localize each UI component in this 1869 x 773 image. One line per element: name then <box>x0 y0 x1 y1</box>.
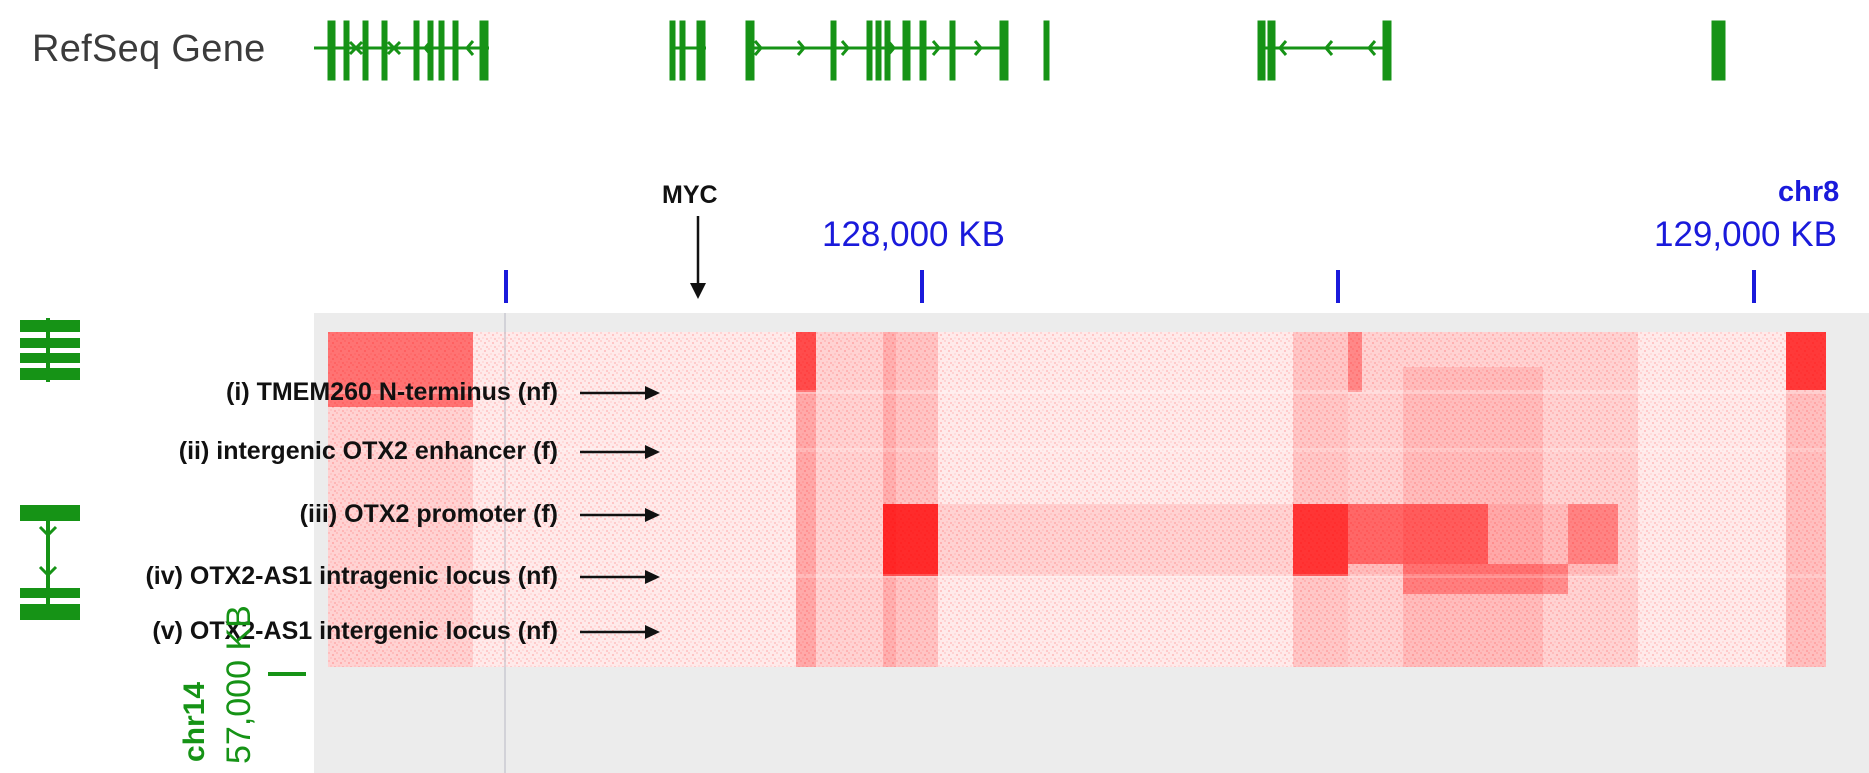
left-strand-arrow-1 <box>38 525 58 538</box>
left-gutter <box>0 0 314 773</box>
strand-arrow-1 <box>423 40 433 56</box>
ruler-label-129000: 129,000 KB <box>1654 215 1837 254</box>
contact-map[interactable] <box>328 332 1826 667</box>
exon-20 <box>949 20 956 81</box>
heatmap-row-band <box>938 504 1618 576</box>
strand-arrow-10 <box>1324 40 1334 56</box>
exon-4 <box>381 20 388 81</box>
left-gene-line-1 <box>46 318 50 382</box>
gene-track-svg <box>314 20 1726 81</box>
arrow-i-head <box>645 386 660 400</box>
heatmap-hotspot-f <box>1403 564 1568 594</box>
exon-9 <box>479 20 489 81</box>
left-gene-track <box>20 318 306 676</box>
strand-arrow-6 <box>886 40 896 56</box>
heatmap-stripe-d <box>1293 332 1348 667</box>
myc-arrow-head <box>690 283 706 299</box>
strand-mark-2 <box>386 40 402 56</box>
heatmap-hotspot-b <box>796 332 816 392</box>
heatmap-stripe-c <box>883 332 938 667</box>
annotation-i: (i) TMEM260 N-terminus (nf) <box>226 378 558 406</box>
exon-3 <box>362 20 369 81</box>
heatmap-hotspot-d <box>1293 504 1348 576</box>
exon-11 <box>679 20 686 81</box>
exon-17 <box>884 20 891 81</box>
heatmap-hotspot-g <box>1568 504 1618 564</box>
strand-arrow-11 <box>1367 40 1377 56</box>
heatmap-base <box>328 332 1826 667</box>
left-strand-arrow-2 <box>38 565 58 578</box>
chromosome-label: chr8 <box>1778 176 1840 208</box>
exon-15 <box>866 20 873 81</box>
exon-25 <box>1382 20 1392 81</box>
exon-2 <box>343 20 350 81</box>
left-strand-arrows <box>38 525 58 578</box>
strand-arrow-8 <box>973 40 983 56</box>
exon-1 <box>327 20 336 81</box>
exon-7 <box>438 20 445 81</box>
heatmap-hotspot-i <box>1786 332 1826 390</box>
annotation-ii: (ii) intergenic OTX2 enhancer (f) <box>178 437 558 465</box>
exon-13 <box>745 20 755 81</box>
arrow-ii-head <box>645 445 660 459</box>
ruler-svg <box>504 270 1756 303</box>
heatmap-hotspot-a <box>328 332 473 407</box>
annotation-arrows <box>580 216 706 639</box>
ruler-tick-1 <box>504 270 508 303</box>
ruler-tick-2 <box>920 270 924 303</box>
strand-arrow-4 <box>796 40 806 56</box>
annotation-iv: (iv) OTX2-AS1 intragenic locus (nf) <box>145 562 558 590</box>
exon-10 <box>669 20 676 81</box>
heatmap-band-c <box>816 332 896 667</box>
arrow-iv-head <box>645 570 660 584</box>
left-axis-label: 57,000 KB <box>220 605 258 764</box>
strand-arrow-7 <box>931 40 941 56</box>
heatmap-svg <box>328 332 1826 667</box>
heatmap-hotspot-h <box>1348 332 1362 392</box>
exon-12 <box>696 20 706 81</box>
strand-arrow-3 <box>753 40 763 56</box>
annotation-v: (v) OTX2-AS1 intergenic locus (nf) <box>152 617 558 645</box>
heatmap-band-e <box>1348 332 1638 667</box>
exon-18 <box>902 20 911 81</box>
exon-16 <box>875 20 882 81</box>
ruler-tick-3 <box>1336 270 1340 303</box>
exon-22 <box>1043 20 1050 81</box>
left-axis-tick <box>268 672 306 676</box>
ruler-tick-4 <box>1752 270 1756 303</box>
exon-14 <box>830 20 837 81</box>
heatmap-band-f <box>1403 367 1543 667</box>
exon-26 <box>1711 20 1726 81</box>
strand-arrow-2 <box>465 40 475 56</box>
left-chromosome-label: chr14 <box>178 681 211 762</box>
coordinate-ruler: 128,000 KB 129,000 KB chr8 <box>314 105 1869 314</box>
heatmap-stripe-b <box>796 332 816 667</box>
heatmap-hotspot-c <box>883 504 938 576</box>
exon-5 <box>413 20 420 81</box>
arrow-v-head <box>645 625 660 639</box>
heatmap-band-a <box>328 332 473 667</box>
strand-arrow-5 <box>840 40 850 56</box>
left-gene-line-2 <box>46 505 50 620</box>
exon-23 <box>1257 20 1266 81</box>
ruler-label-128000: 128,000 KB <box>822 215 1005 254</box>
heatmap-hotspot-e <box>1348 504 1488 564</box>
strand-arrow-9 <box>1278 40 1288 56</box>
exon-19 <box>919 20 927 81</box>
arrow-iii-head <box>645 508 660 522</box>
myc-label: MYC <box>662 181 718 209</box>
exon-8 <box>452 20 459 81</box>
strand-mark-1 <box>348 40 364 56</box>
exon-24 <box>1267 20 1276 81</box>
exon-21 <box>999 20 1009 81</box>
refseq-gene-track[interactable] <box>314 0 1869 106</box>
track-label: RefSeq Gene <box>32 28 266 70</box>
annotation-iii: (iii) OTX2 promoter (f) <box>299 500 558 528</box>
